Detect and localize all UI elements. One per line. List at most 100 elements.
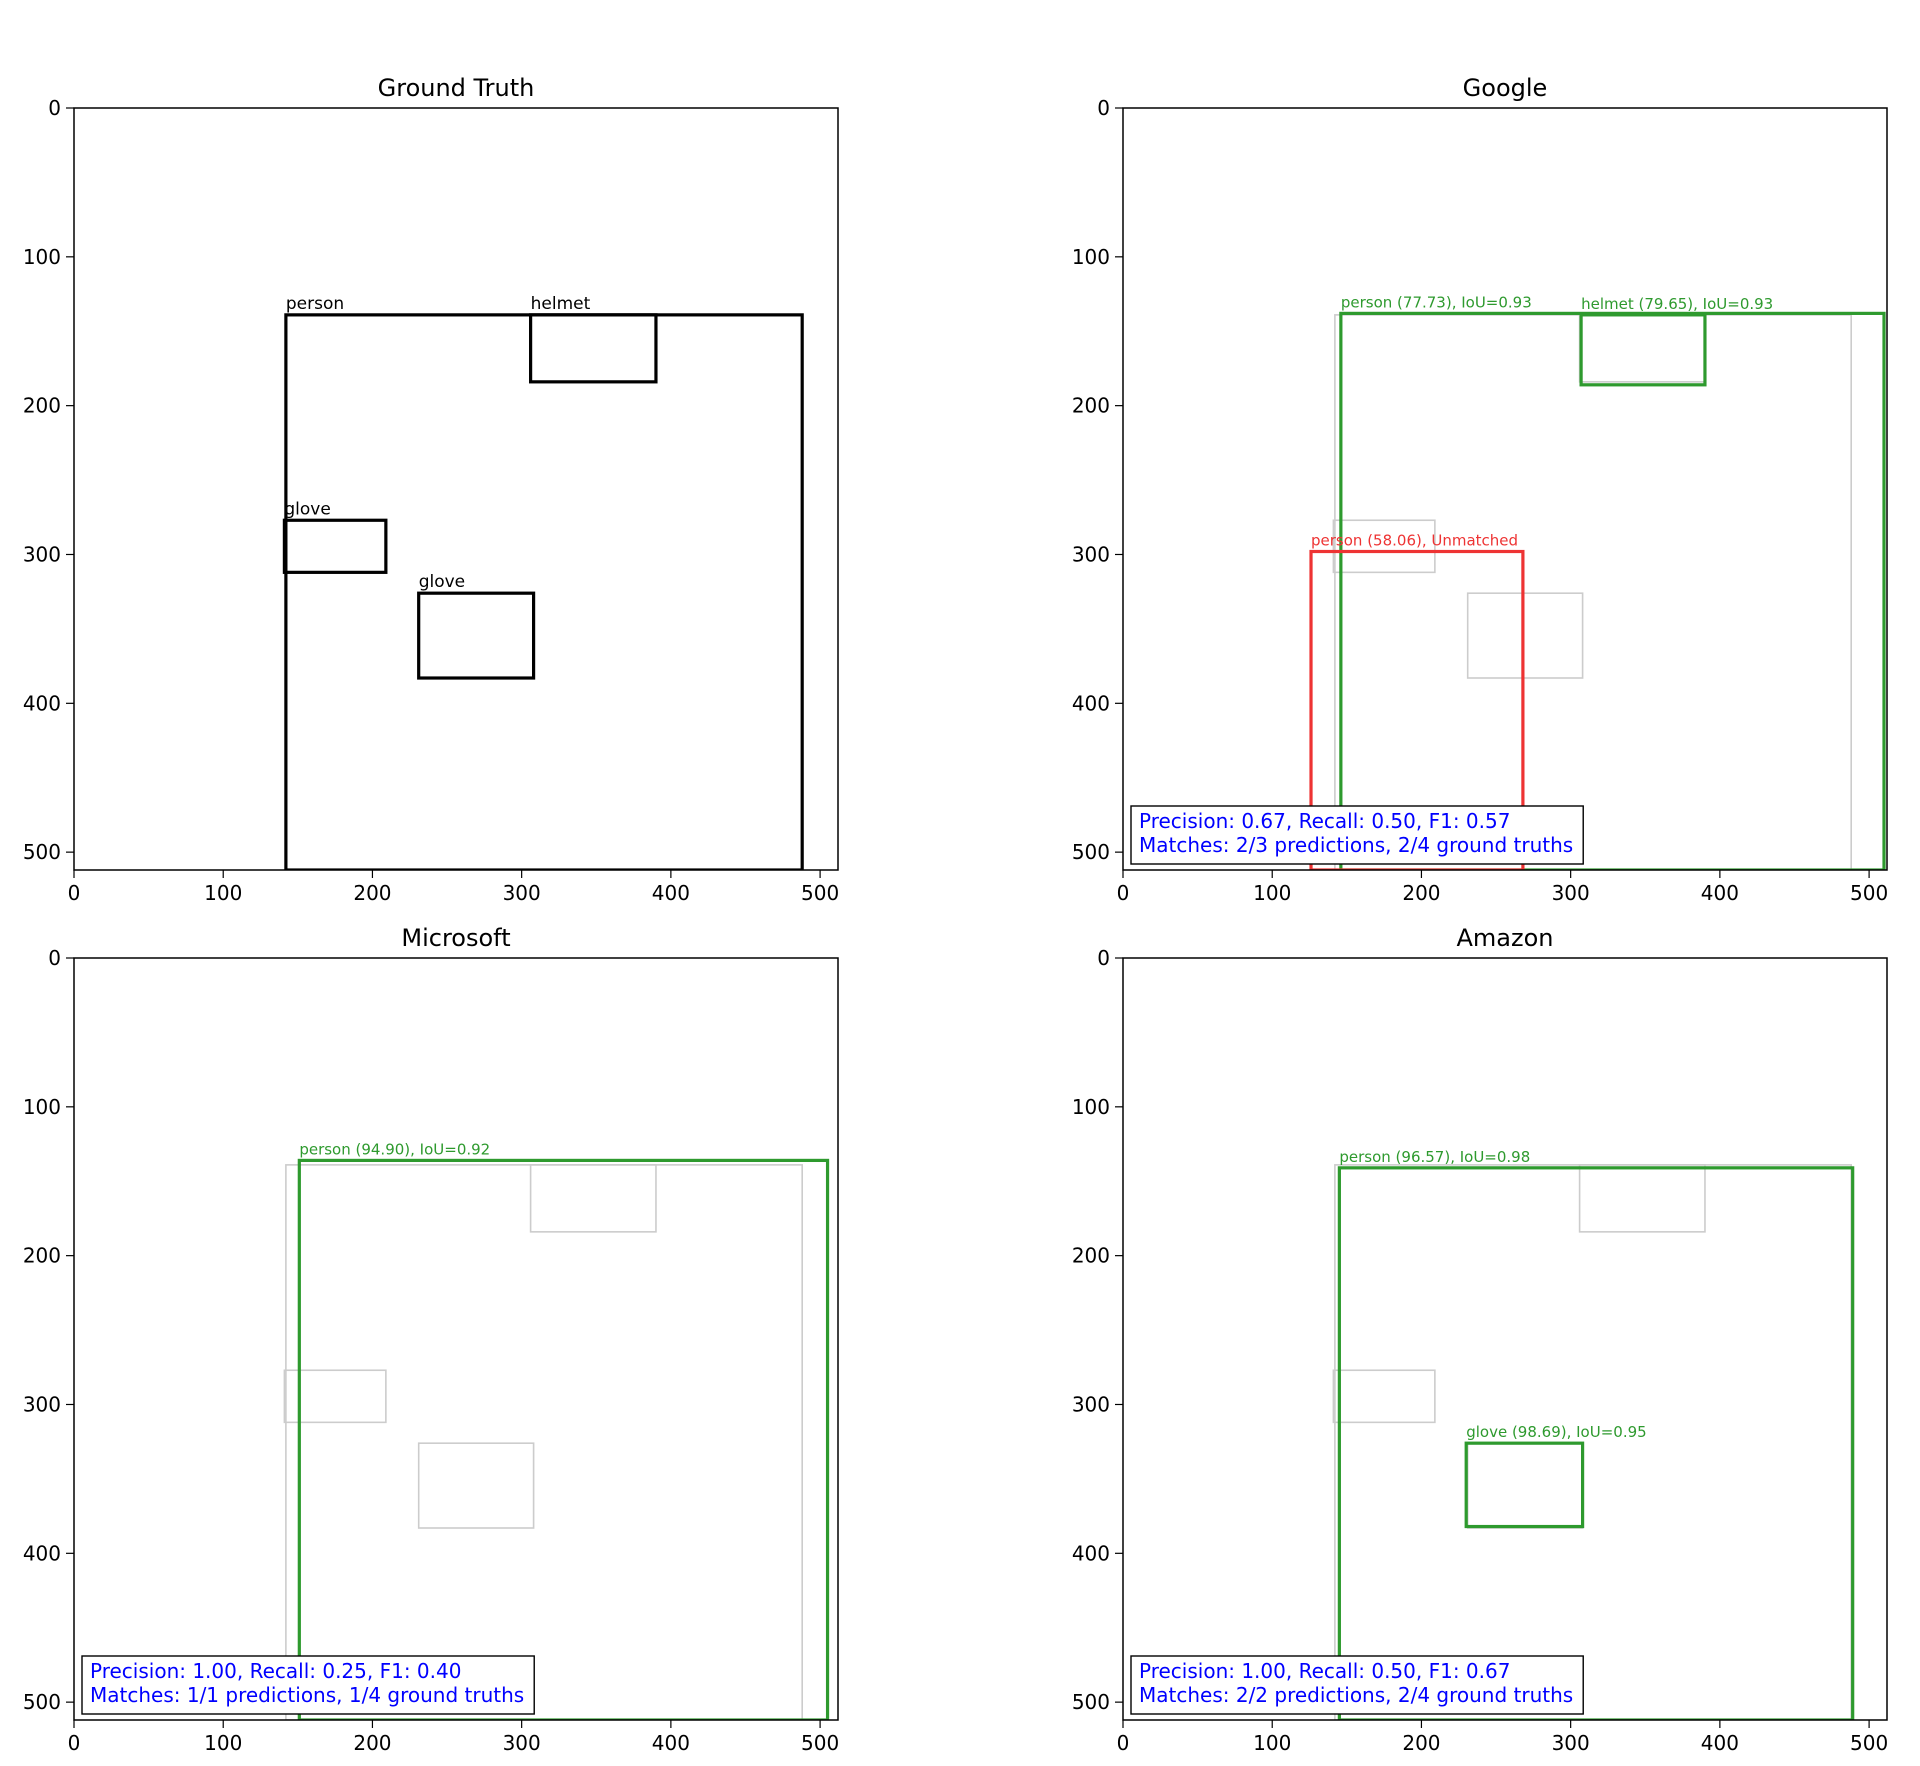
- metrics-box-microsoft: Precision: 1.00, Recall: 0.25, F1: 0.40M…: [81, 1655, 535, 1715]
- box-label-person: person (96.57), IoU=0.98: [1339, 1148, 1530, 1166]
- gt-box-glove: [282, 518, 388, 574]
- pred-box-glove: [1464, 1441, 1585, 1529]
- reference-box: [283, 1369, 387, 1424]
- panel-title-ground-truth: Ground Truth: [378, 74, 535, 102]
- pred-box-person: [1337, 1166, 1855, 1720]
- reference-box: [1334, 314, 1852, 870]
- panel-microsoft: Microsoft person (94.90), IoU=0.92 0 100 200…: [23, 924, 839, 1755]
- box-label-helmet: helmet: [531, 294, 591, 314]
- y-tick-label: 0: [1097, 946, 1110, 970]
- metrics-box-frame: [81, 1655, 535, 1715]
- y-tick-label: 0: [48, 946, 61, 970]
- panel-google: Google person (77.73), IoU=0.93 helmet (79…: [1072, 74, 1888, 905]
- x-tick-label: 0: [1117, 1731, 1130, 1755]
- x-tick-label: 200: [1402, 881, 1440, 905]
- gt-box-glove: [417, 591, 536, 680]
- y-tick-label: 500: [1072, 840, 1110, 864]
- metrics-box-frame: [1130, 1655, 1584, 1715]
- y-tick-label: 100: [1072, 245, 1110, 269]
- axes-frame: [1122, 107, 1888, 871]
- box-label-person: person (77.73), IoU=0.93: [1341, 293, 1532, 311]
- reference-box: [529, 1164, 657, 1233]
- x-tick-label: 400: [652, 1731, 690, 1755]
- metrics-box-frame: [1130, 805, 1584, 865]
- plot-area-microsoft: [283, 1158, 830, 1720]
- y-tick-label: 0: [48, 96, 61, 120]
- y-tick-label: 200: [1072, 394, 1110, 418]
- gt-box-helmet: [529, 313, 658, 384]
- x-tick-label: 500: [1850, 881, 1888, 905]
- metrics-line-1: Precision: 1.00, Recall: 0.25, F1: 0.40: [90, 1659, 461, 1683]
- x-tick-label: 500: [801, 1731, 839, 1755]
- reference-box: [285, 1164, 803, 1720]
- x-tick-label: 300: [503, 1731, 541, 1755]
- y-tick-label: 300: [1072, 542, 1110, 566]
- pred-box-person: [297, 1158, 830, 1720]
- pred-box-person: [1339, 311, 1886, 870]
- x-tick-label: 300: [1552, 881, 1590, 905]
- panel-amazon: Amazon person (96.57), IoU=0.98 glove (98.…: [1072, 924, 1888, 1755]
- x-tick-label: 400: [1701, 881, 1739, 905]
- reference-box: [1332, 519, 1436, 574]
- y-tick-label: 200: [23, 394, 61, 418]
- x-tick-label: 100: [1253, 1731, 1291, 1755]
- x-tick-label: 100: [204, 881, 242, 905]
- x-tick-label: 200: [1402, 1731, 1440, 1755]
- y-tick-label: 0: [1097, 96, 1110, 120]
- x-tick-label: 200: [353, 1731, 391, 1755]
- panel-title-microsoft: Microsoft: [401, 924, 510, 952]
- y-tick-label: 200: [1072, 1244, 1110, 1268]
- y-tick-label: 500: [23, 840, 61, 864]
- y-tick-label: 400: [23, 1541, 61, 1565]
- x-tick-label: 100: [204, 1731, 242, 1755]
- plot-area-google: [1309, 311, 1886, 870]
- y-tick-label: 300: [1072, 1392, 1110, 1416]
- y-tick-label: 400: [1072, 691, 1110, 715]
- x-tick-label: 400: [1701, 1731, 1739, 1755]
- box-label-person: person (58.06), Unmatched: [1311, 532, 1518, 550]
- panel-title-google: Google: [1463, 74, 1548, 102]
- x-tick-label: 0: [1117, 881, 1130, 905]
- x-tick-label: 300: [503, 881, 541, 905]
- y-tick-label: 500: [1072, 1690, 1110, 1714]
- plot-area-ground-truth: [282, 313, 804, 870]
- box-label-glove: glove: [419, 572, 465, 592]
- metrics-line-1: Precision: 0.67, Recall: 0.50, F1: 0.57: [1139, 809, 1510, 833]
- reference-box: [1578, 314, 1706, 383]
- y-tick-label: 300: [23, 1392, 61, 1416]
- reference-box: [1466, 592, 1584, 679]
- metrics-line-2: Matches: 2/2 predictions, 2/4 ground tru…: [1139, 1683, 1573, 1707]
- box-label-glove: glove (98.69), IoU=0.95: [1466, 1423, 1646, 1441]
- metrics-line-2: Matches: 2/3 predictions, 2/4 ground tru…: [1139, 833, 1573, 857]
- y-tick-label: 300: [23, 542, 61, 566]
- box-label-person: person: [286, 294, 344, 314]
- box-label-helmet: helmet (79.65), IoU=0.93: [1581, 295, 1773, 313]
- axes-frame: [73, 957, 839, 1721]
- x-tick-label: 200: [353, 881, 391, 905]
- x-tick-label: 100: [1253, 881, 1291, 905]
- axes-frame: [1122, 957, 1888, 1721]
- reference-box: [417, 1442, 535, 1529]
- plot-area-amazon: [1332, 1164, 1855, 1720]
- x-tick-label: 500: [1850, 1731, 1888, 1755]
- metrics-box-amazon: Precision: 1.00, Recall: 0.50, F1: 0.67M…: [1130, 1655, 1584, 1715]
- metrics-line-1: Precision: 1.00, Recall: 0.50, F1: 0.67: [1139, 1659, 1510, 1683]
- metrics-box-google: Precision: 0.67, Recall: 0.50, F1: 0.57M…: [1130, 805, 1584, 865]
- pred-box-person: [1309, 549, 1525, 870]
- axes-frame: [73, 107, 839, 871]
- x-tick-label: 0: [68, 1731, 81, 1755]
- y-tick-label: 500: [23, 1690, 61, 1714]
- x-tick-label: 0: [68, 881, 81, 905]
- box-label-person: person (94.90), IoU=0.92: [299, 1140, 490, 1158]
- x-tick-label: 500: [801, 881, 839, 905]
- reference-box: [1578, 1164, 1706, 1233]
- gt-box-person: [284, 313, 804, 870]
- y-tick-label: 100: [23, 245, 61, 269]
- y-tick-label: 100: [23, 1095, 61, 1119]
- y-tick-label: 200: [23, 1244, 61, 1268]
- x-tick-label: 400: [652, 881, 690, 905]
- y-tick-label: 400: [1072, 1541, 1110, 1565]
- reference-box: [1332, 1369, 1436, 1424]
- y-tick-label: 100: [1072, 1095, 1110, 1119]
